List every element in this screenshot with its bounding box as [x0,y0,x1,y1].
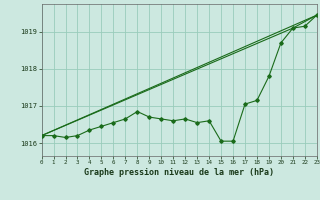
X-axis label: Graphe pression niveau de la mer (hPa): Graphe pression niveau de la mer (hPa) [84,168,274,177]
